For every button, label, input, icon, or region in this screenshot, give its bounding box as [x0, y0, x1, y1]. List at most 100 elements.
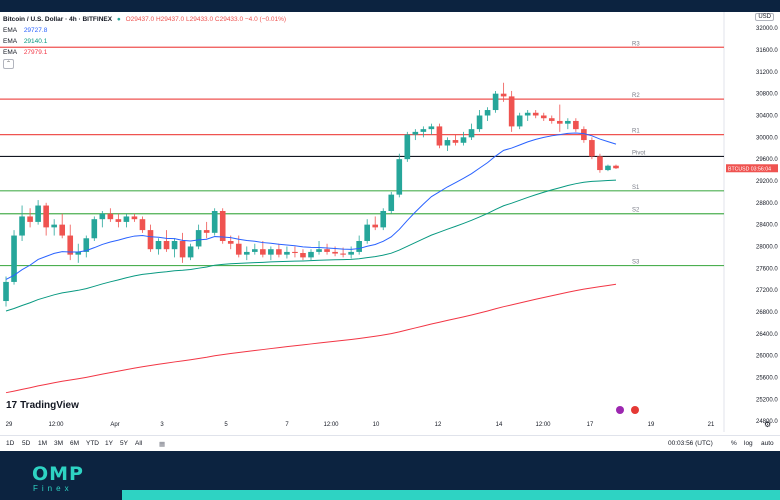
range-1y[interactable]: 1Y: [105, 440, 113, 447]
price-tag-box[interactable]: [726, 164, 778, 173]
candle-body[interactable]: [67, 235, 74, 255]
candle-body[interactable]: [243, 251, 250, 255]
candle-body[interactable]: [308, 251, 314, 258]
candle-body[interactable]: [356, 241, 362, 252]
candle-body[interactable]: [540, 115, 547, 119]
candle-body[interactable]: [565, 120, 571, 124]
candle-body[interactable]: [195, 230, 202, 247]
currency-button[interactable]: USD: [755, 13, 774, 21]
candle-body[interactable]: [235, 243, 242, 255]
candle-body[interactable]: [203, 230, 210, 233]
us-flag-event-icon[interactable]: [631, 406, 639, 414]
candle-body[interactable]: [348, 251, 354, 255]
candle-body[interactable]: [276, 249, 282, 255]
candle-body[interactable]: [613, 165, 619, 169]
candle-body[interactable]: [11, 235, 17, 282]
ema-row-3[interactable]: EMA 27979.1: [3, 47, 286, 58]
symbol-title[interactable]: Bitcoin / U.S. Dollar · 4h · BITFINEX: [3, 16, 113, 23]
candle-body[interactable]: [3, 281, 9, 302]
candle-body[interactable]: [75, 251, 82, 255]
candle-body[interactable]: [597, 156, 603, 171]
candle-body[interactable]: [179, 241, 186, 258]
candle-body[interactable]: [83, 238, 90, 252]
candle-body[interactable]: [99, 213, 106, 220]
candle-body[interactable]: [43, 205, 49, 228]
candle-body[interactable]: [444, 140, 451, 146]
candle-body[interactable]: [147, 230, 154, 250]
range-all[interactable]: All: [135, 440, 143, 447]
candle-body[interactable]: [171, 241, 178, 250]
range-6m[interactable]: 6M: [70, 440, 80, 447]
candle-body[interactable]: [581, 129, 587, 141]
candle-body[interactable]: [115, 219, 122, 222]
candle-body[interactable]: [364, 224, 370, 242]
candle-body[interactable]: [324, 249, 330, 252]
candle-body[interactable]: [532, 112, 539, 116]
candle-body[interactable]: [27, 216, 33, 222]
candle-body[interactable]: [484, 110, 491, 116]
candle-body[interactable]: [428, 126, 435, 130]
candle-body[interactable]: [227, 241, 234, 244]
candle-body[interactable]: [91, 219, 98, 239]
candle-body[interactable]: [268, 249, 274, 255]
range-3m[interactable]: 3M: [54, 440, 64, 447]
candle-body[interactable]: [260, 249, 266, 255]
candle-body[interactable]: [300, 253, 306, 258]
range-5d[interactable]: 5D: [22, 440, 31, 447]
candle-body[interactable]: [492, 93, 499, 111]
range-ytd[interactable]: YTD: [86, 440, 99, 447]
candle-body[interactable]: [404, 134, 411, 160]
candle-body[interactable]: [420, 129, 427, 132]
candle-body[interactable]: [605, 165, 611, 171]
range-1d[interactable]: 1D: [6, 440, 15, 447]
range-5y[interactable]: 5Y: [120, 440, 128, 447]
candle-body[interactable]: [340, 253, 346, 255]
candle-body[interactable]: [219, 210, 226, 242]
ema-row-1[interactable]: EMA 29727.8: [3, 25, 286, 36]
utc-clock[interactable]: 00:03:56 (UTC): [668, 440, 713, 447]
gear-icon[interactable]: ⚙: [764, 420, 771, 429]
candle-body[interactable]: [123, 216, 130, 222]
candle-body[interactable]: [468, 129, 475, 138]
candle-body[interactable]: [163, 241, 170, 250]
candle-body[interactable]: [187, 246, 194, 258]
candle-body[interactable]: [412, 131, 419, 135]
log-toggle[interactable]: log: [744, 440, 753, 447]
candle-body[interactable]: [500, 93, 507, 97]
candle-body[interactable]: [131, 216, 138, 220]
candle-body[interactable]: [508, 96, 515, 127]
candle-body[interactable]: [332, 251, 338, 254]
candle-body[interactable]: [316, 249, 322, 252]
candle-body[interactable]: [516, 115, 523, 127]
candle-body[interactable]: [388, 194, 395, 211]
candle-body[interactable]: [396, 159, 403, 195]
chevron-up-icon[interactable]: ⌃: [3, 59, 14, 69]
candle-body[interactable]: [155, 241, 162, 250]
candle-body[interactable]: [548, 118, 555, 121]
candle-body[interactable]: [524, 112, 531, 116]
candle-body[interactable]: [51, 224, 57, 228]
candle-body[interactable]: [35, 205, 41, 222]
calendar-icon[interactable]: ▦: [159, 441, 166, 448]
range-1m[interactable]: 1M: [38, 440, 48, 447]
candle-body[interactable]: [284, 251, 290, 255]
candle-body[interactable]: [556, 120, 563, 124]
candle-body[interactable]: [436, 126, 443, 146]
candle-body[interactable]: [252, 249, 258, 252]
candle-body[interactable]: [59, 224, 66, 236]
candle-body[interactable]: [211, 210, 218, 233]
candle-body[interactable]: [139, 219, 146, 231]
candle-body[interactable]: [452, 140, 459, 143]
percent-toggle[interactable]: %: [731, 440, 737, 447]
candle-body[interactable]: [589, 140, 595, 157]
candle-body[interactable]: [380, 210, 387, 228]
lightning-event-icon[interactable]: [616, 406, 624, 414]
candle-body[interactable]: [573, 120, 579, 130]
ema-row-2[interactable]: EMA 29140.1: [3, 36, 286, 47]
candle-body[interactable]: [292, 251, 298, 254]
price-chart[interactable]: 24800.0 25200.0 25600.0 26000.0 26400.0 26800…: [0, 12, 780, 450]
candle-body[interactable]: [476, 115, 483, 130]
auto-toggle[interactable]: auto: [761, 440, 774, 447]
candle-body[interactable]: [107, 213, 114, 220]
chart-area[interactable]: 24800.0 25200.0 25600.0 26000.0 26400.0 26800…: [0, 12, 780, 450]
